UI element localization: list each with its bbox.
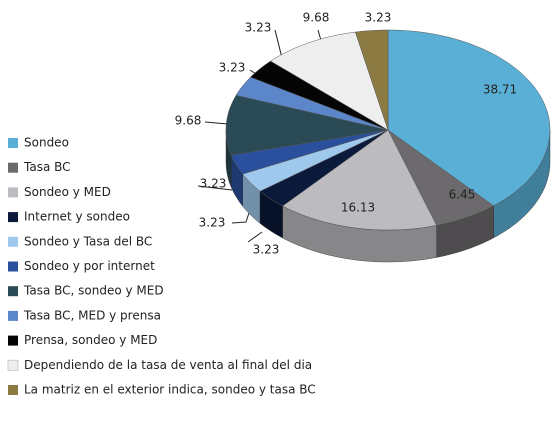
slice <box>230 129 389 175</box>
leader-line <box>204 121 229 125</box>
data-label: 6.45 <box>449 188 476 202</box>
legend-label: Sondeo y Tasa del BC <box>24 234 152 248</box>
legend-swatch <box>8 138 18 148</box>
legend-label: Internet y sondeo <box>24 210 130 224</box>
data-label: 3.23 <box>199 216 226 230</box>
slice-side-shade <box>231 155 243 207</box>
legend-swatch <box>8 286 18 297</box>
data-label: 38.71 <box>483 83 517 97</box>
leader-line <box>231 209 251 224</box>
slice-side-shade <box>436 205 494 258</box>
legend-label: Tasa BC, sondeo y MED <box>23 284 164 298</box>
slice-side-shade <box>493 130 550 238</box>
data-label: 3.23 <box>365 11 392 25</box>
slice <box>355 29 389 131</box>
legend-swatch <box>7 359 19 371</box>
data-label: 3.23 <box>253 243 280 257</box>
slice <box>282 129 437 231</box>
legend-label: Tasa BC <box>23 160 71 174</box>
data-label: 16.13 <box>341 201 375 215</box>
data-label: 3.23 <box>245 21 272 35</box>
slice-side-shade <box>226 130 232 188</box>
leader-line <box>197 185 233 191</box>
legend-label: Dependiendo de la tasa de venta al final… <box>24 358 312 372</box>
slice <box>259 129 389 207</box>
legend-swatch <box>8 212 18 223</box>
pie-tops <box>225 29 551 231</box>
legend-swatch <box>8 261 18 272</box>
legend-swatch <box>8 236 18 247</box>
slice <box>242 129 389 192</box>
legend-label: Sondeo y MED <box>24 185 111 199</box>
legend-swatch <box>8 162 18 173</box>
legend-label: Sondeo <box>24 136 69 150</box>
legend-swatch <box>8 310 18 321</box>
pie-sides <box>225 129 551 263</box>
slice-side-shade <box>282 206 437 262</box>
slice-side-shade <box>242 174 260 224</box>
leader-line <box>247 231 263 243</box>
legend-label: Sondeo y por internet <box>24 259 155 273</box>
legend-label: Tasa BC, MED y prensa <box>23 308 161 322</box>
slice <box>270 31 389 131</box>
data-label: 3.23 <box>219 61 246 75</box>
legend-label: La matriz en el exterior indica, sondeo … <box>24 383 316 397</box>
slice <box>387 129 495 226</box>
legend-swatch <box>8 385 18 395</box>
legend-swatch <box>8 187 18 198</box>
legend-swatch <box>8 335 18 346</box>
slice <box>225 95 389 156</box>
data-label: 3.23 <box>200 177 227 191</box>
slice <box>235 76 389 131</box>
data-label: 9.68 <box>175 114 202 128</box>
data-label: 9.68 <box>303 11 330 25</box>
leader-line <box>274 29 283 59</box>
legend-label: Prensa, sondeo y MED <box>24 333 157 347</box>
slice <box>387 29 551 207</box>
slice <box>250 60 389 131</box>
